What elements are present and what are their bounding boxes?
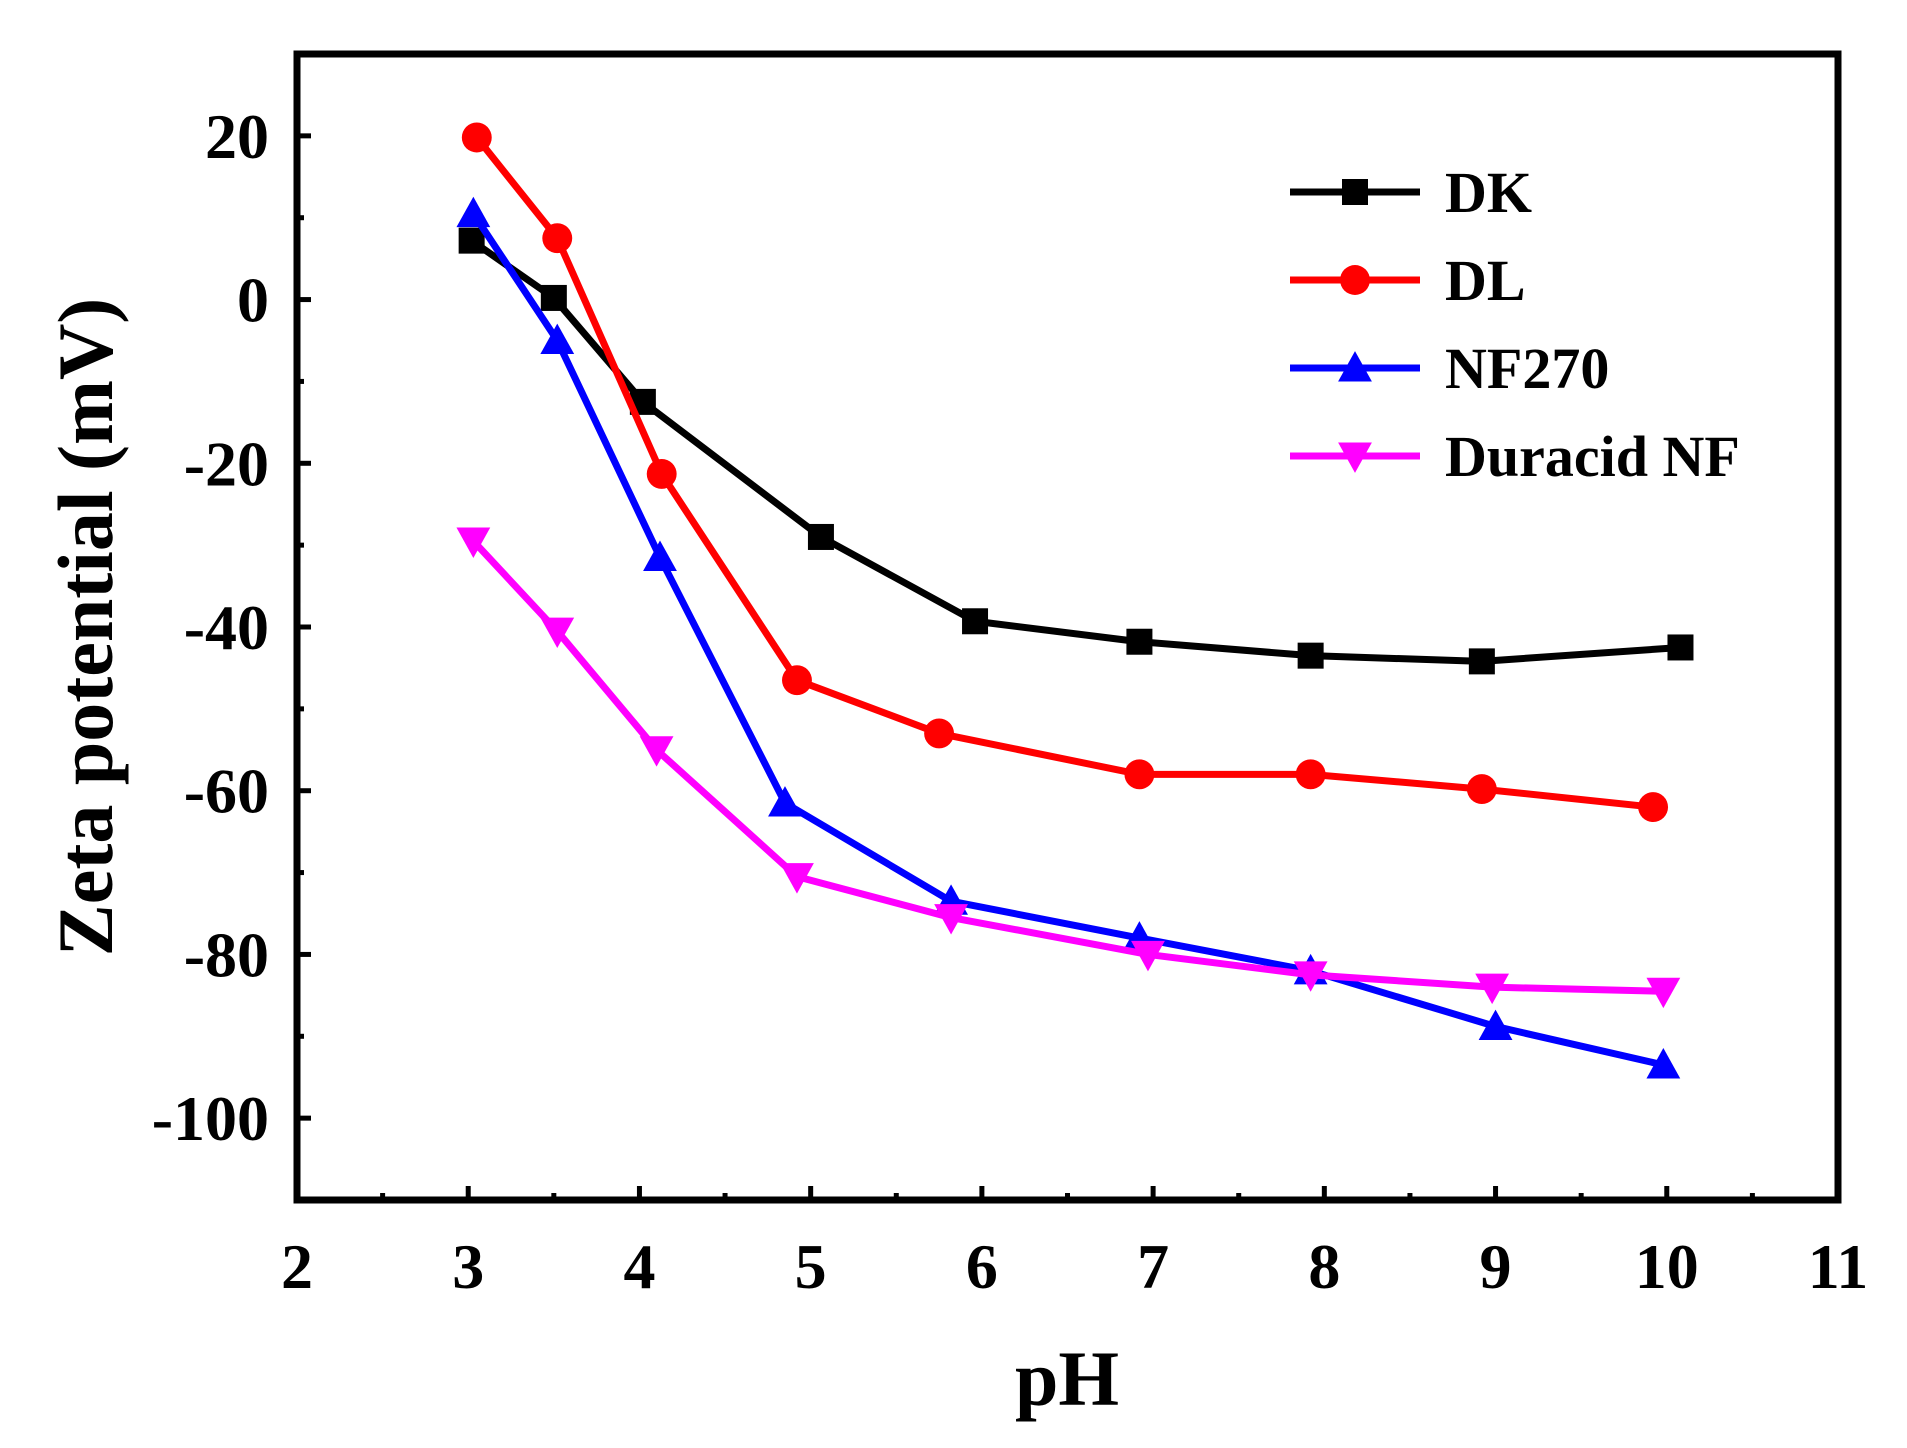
triangle-up-marker [1478, 1009, 1513, 1040]
x-tick-label: 6 [966, 1231, 998, 1302]
legend-label: DL [1445, 248, 1526, 313]
x-tick-label: 11 [1808, 1231, 1868, 1302]
series-dk [458, 227, 1694, 675]
circle-marker [1466, 774, 1497, 805]
triangle-down-marker [1646, 977, 1681, 1009]
legend-item-dl: DL [1290, 248, 1526, 313]
circle-marker [542, 223, 573, 254]
triangle-down-marker [1293, 961, 1328, 992]
triangle-down-marker [780, 863, 814, 894]
x-tick-label: 7 [1137, 1231, 1169, 1302]
tick-labels: 2 3 4 5 6 7 8 9 10 11 -100 -80 -60 -40 -20 0 20 [152, 101, 1869, 1302]
x-tick-label: 8 [1308, 1231, 1340, 1302]
triangle-down-marker [934, 904, 968, 935]
square-marker [1297, 642, 1324, 669]
x-tick-label: 2 [281, 1231, 313, 1302]
x-tick-label: 10 [1635, 1231, 1699, 1302]
x-tick-label: 5 [795, 1231, 827, 1302]
circle-marker [1295, 759, 1326, 790]
y-tick-label: 20 [205, 101, 269, 172]
y-tick-label: -100 [152, 1083, 269, 1154]
plot-frame [293, 50, 1842, 1204]
square-marker [1126, 628, 1153, 655]
triangle-down-marker [456, 527, 491, 558]
x-tick-label: 4 [623, 1231, 655, 1302]
legend-item-duracid-nf: Duracid NF [1290, 424, 1740, 489]
series-nf270 [456, 196, 1681, 1079]
y-tick-label: -20 [184, 428, 269, 499]
square-marker [1667, 634, 1694, 661]
legend-label: Duracid NF [1445, 424, 1740, 489]
square-marker [458, 227, 485, 254]
legend-label: NF270 [1445, 336, 1609, 401]
legend: DK DL NF270 Duracid NF [1290, 160, 1740, 489]
square-marker [807, 523, 834, 550]
triangle-up-marker [643, 540, 677, 571]
triangle-down-marker [540, 617, 575, 648]
data-series [456, 122, 1694, 1079]
series-duracid-nf [456, 527, 1681, 1009]
circle-marker [782, 665, 812, 696]
circle-marker [1638, 792, 1669, 823]
triangle-up-marker [456, 196, 491, 228]
square-marker [540, 284, 567, 311]
y-axis-title: Zeta potential (mV) [42, 298, 129, 957]
x-axis-title: pH [1015, 1335, 1119, 1422]
circle-marker [646, 458, 677, 489]
triangle-up-marker [1646, 1048, 1681, 1079]
y-tick-label: -60 [184, 756, 269, 827]
triangle-up-marker [768, 786, 802, 817]
square-marker [1342, 179, 1368, 205]
x-tick-label: 3 [452, 1231, 484, 1302]
triangle-down-marker [639, 736, 674, 767]
triangle-up-marker [1338, 351, 1372, 382]
x-tick-label: 9 [1480, 1231, 1512, 1302]
legend-item-nf270: NF270 [1290, 336, 1609, 401]
y-tick-label: 0 [237, 265, 269, 336]
square-marker [1468, 648, 1495, 675]
series-dl [461, 122, 1669, 823]
y-tick-label: -40 [184, 592, 269, 663]
triangle-down-marker [1475, 973, 1510, 1005]
triangle-up-marker [540, 323, 575, 355]
circle-marker [1340, 265, 1370, 295]
circle-marker [1124, 759, 1155, 790]
circle-marker [924, 718, 955, 749]
circle-marker [461, 122, 492, 153]
legend-label: DK [1445, 160, 1532, 225]
triangle-down-marker [1131, 940, 1165, 972]
triangle-down-marker [1338, 442, 1372, 473]
legend-item-dk: DK [1290, 160, 1532, 225]
y-tick-label: -80 [184, 919, 269, 990]
square-marker [962, 608, 989, 635]
